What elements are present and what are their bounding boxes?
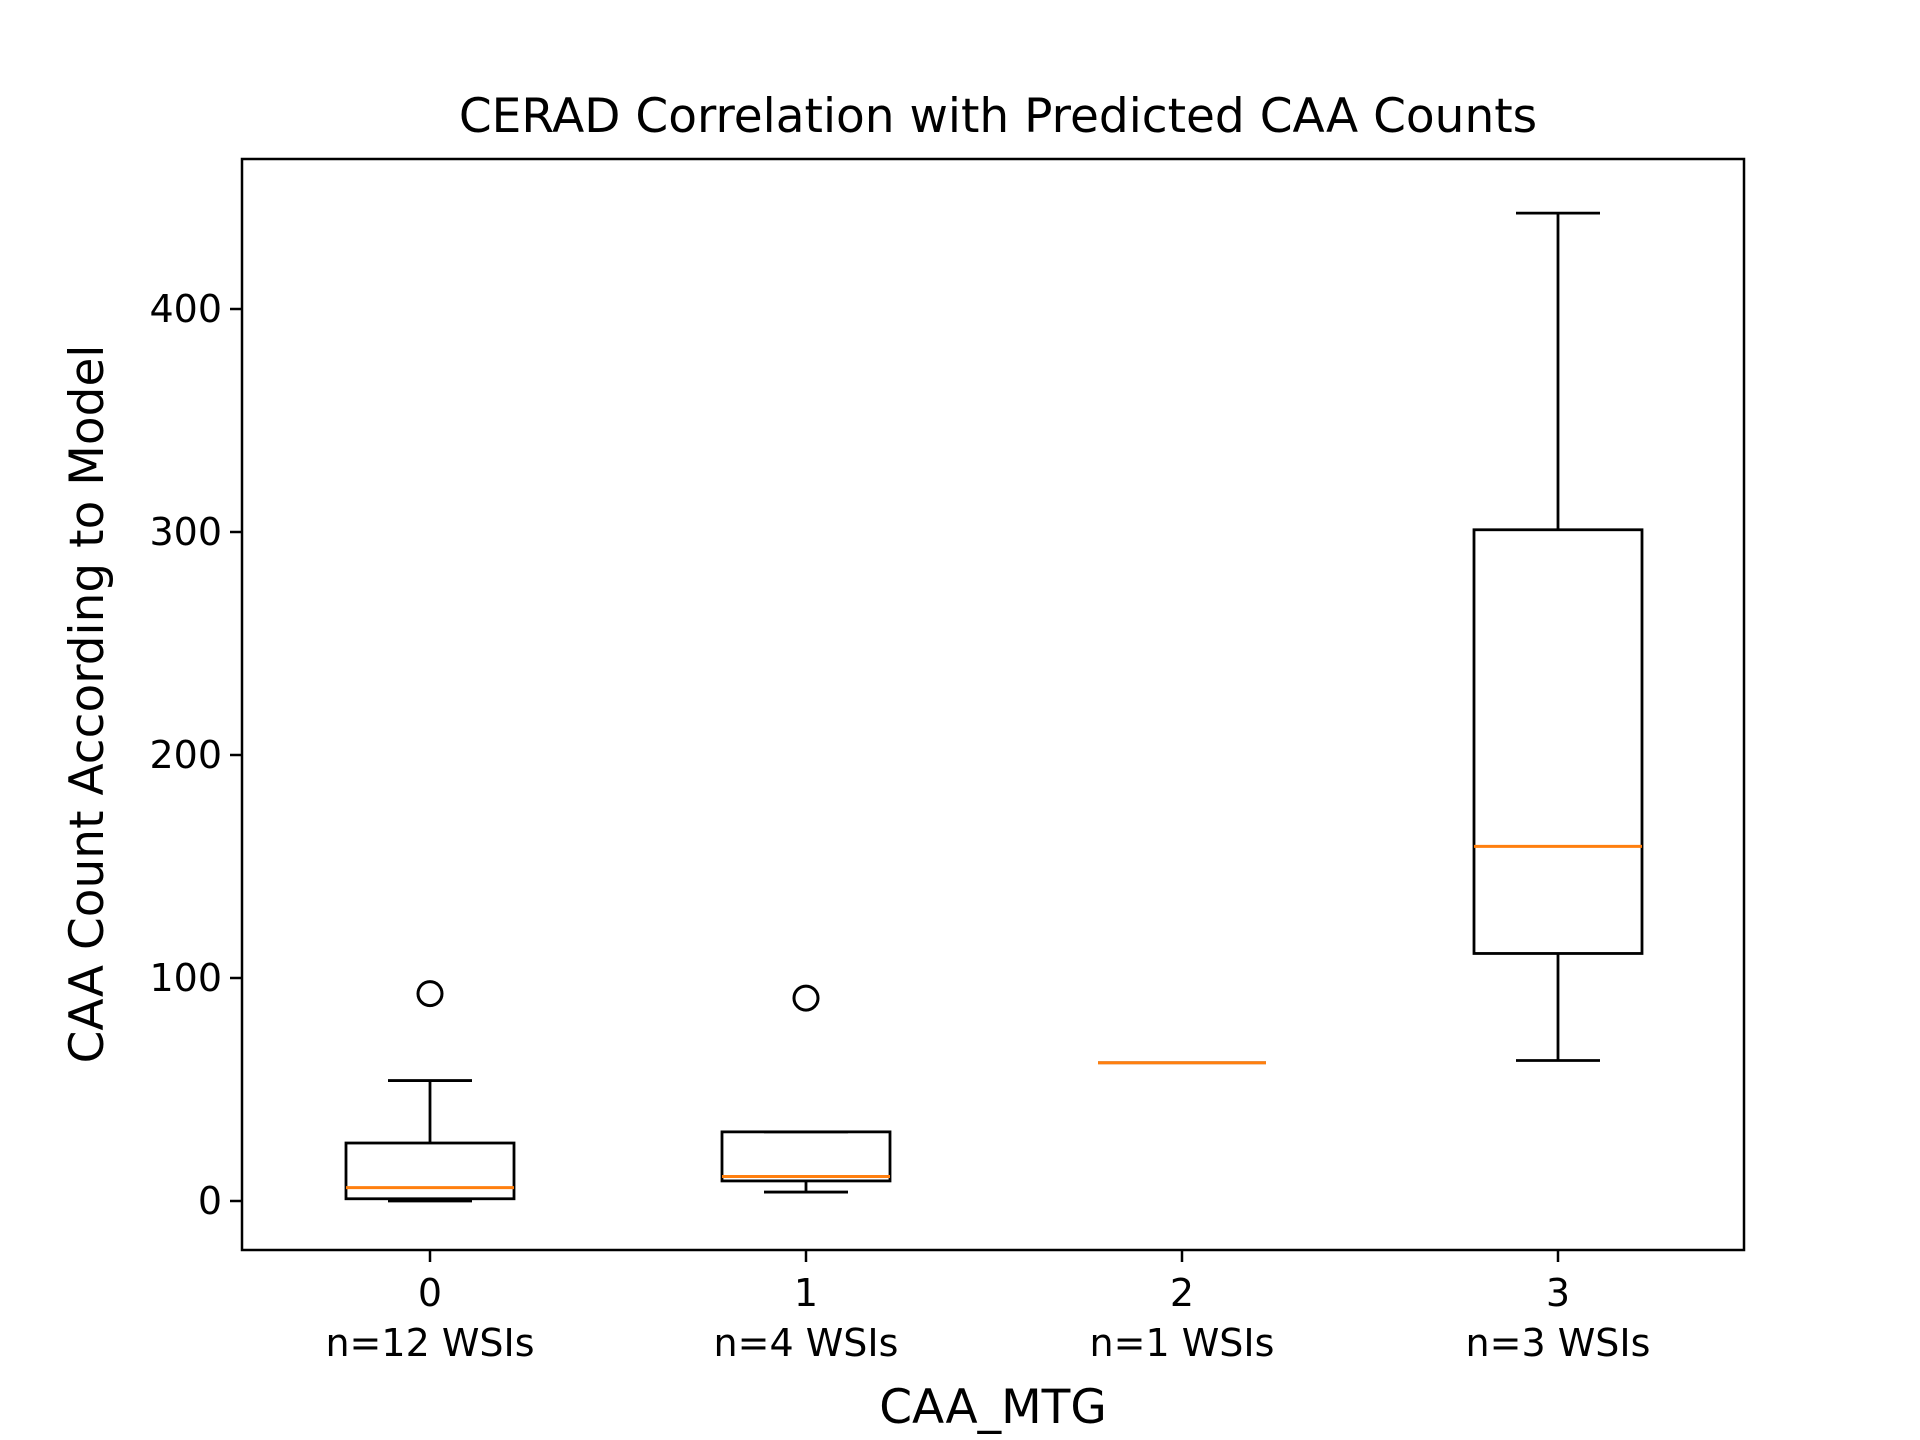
plot-frame bbox=[240, 157, 1746, 1252]
x-axis-label: CAA_MTG bbox=[879, 1380, 1107, 1435]
y-tick-label: 400 bbox=[149, 287, 222, 331]
y-tick-label: 100 bbox=[149, 956, 222, 1000]
box-group-2: 2 n=1 WSIs bbox=[1090, 1061, 1275, 1365]
box bbox=[1472, 528, 1644, 955]
y-tick-label: 0 bbox=[198, 1179, 222, 1223]
box-group-3: 3 n=3 WSIs bbox=[1466, 211, 1651, 1365]
box bbox=[344, 1141, 516, 1201]
x-tick-label: 2 bbox=[1170, 1271, 1194, 1315]
y-tick-label: 200 bbox=[149, 733, 222, 777]
x-tick-label: 1 bbox=[794, 1271, 818, 1315]
x-tick-label: 0 bbox=[418, 1271, 442, 1315]
chart-title: CERAD Correlation with Predicted CAA Cou… bbox=[459, 89, 1537, 144]
x-tick-sublabel: n=1 WSIs bbox=[1090, 1321, 1275, 1365]
x-tick-sublabel: n=4 WSIs bbox=[714, 1321, 899, 1365]
y-axis-label: CAA Count According to Model bbox=[60, 345, 115, 1064]
y-tick-label: 300 bbox=[149, 510, 222, 554]
outlier-point bbox=[416, 980, 444, 1008]
box-group-1: 1 n=4 WSIs bbox=[714, 984, 899, 1365]
box bbox=[720, 1130, 892, 1183]
x-tick-label: 3 bbox=[1546, 1271, 1570, 1315]
x-tick-sublabel: n=12 WSIs bbox=[325, 1321, 534, 1365]
x-tick-sublabel: n=3 WSIs bbox=[1466, 1321, 1651, 1365]
box-group-0: 0 n=12 WSIs bbox=[325, 980, 535, 1365]
outlier-point bbox=[792, 984, 820, 1012]
